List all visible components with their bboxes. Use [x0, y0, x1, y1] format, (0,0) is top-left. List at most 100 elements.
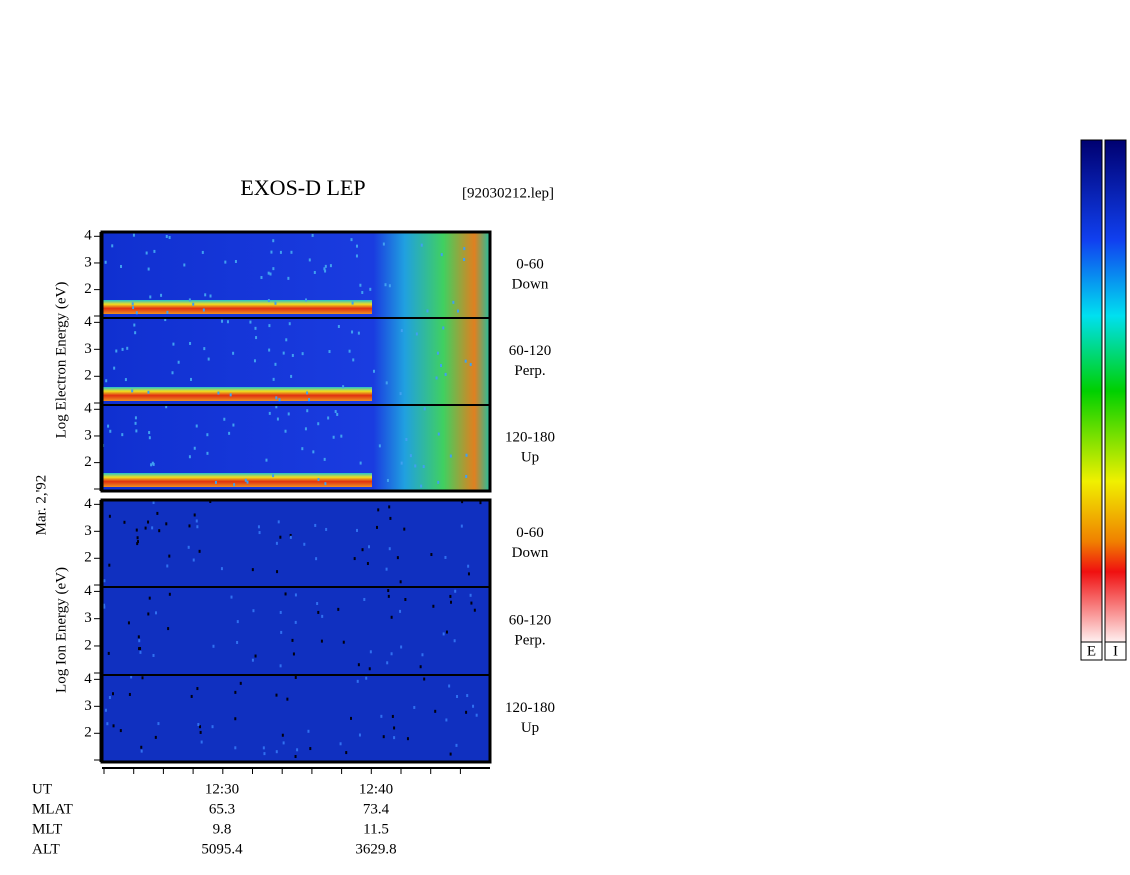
noise: [444, 555, 447, 559]
noise: [294, 620, 297, 624]
noise: [463, 247, 466, 251]
noise: [149, 295, 152, 299]
noise: [290, 250, 293, 254]
noise: [139, 650, 142, 654]
noise: [214, 480, 217, 484]
noise: [306, 409, 309, 413]
noise: [132, 233, 135, 237]
noise: [414, 464, 417, 468]
spectrogram-band: [102, 300, 372, 314]
noise: [262, 746, 265, 750]
noise: [377, 508, 380, 512]
noise: [221, 319, 224, 323]
row-value: 11.5: [363, 821, 389, 837]
noise: [423, 677, 426, 681]
noise: [399, 580, 402, 584]
noise: [124, 378, 127, 382]
panel-label: 0-60: [516, 256, 544, 272]
noise: [236, 640, 239, 644]
noise: [199, 725, 202, 729]
noise: [378, 444, 381, 448]
colorbar-label: E: [1087, 643, 1096, 659]
noise: [232, 423, 235, 427]
noise: [405, 437, 408, 441]
noise: [115, 349, 118, 353]
colorbar-label: I: [1113, 643, 1118, 659]
row-label: MLT: [32, 821, 62, 837]
noise: [365, 676, 368, 680]
noise: [131, 389, 134, 393]
row-value: 3629.8: [355, 841, 396, 857]
noise: [400, 461, 403, 465]
noise: [465, 710, 468, 714]
noise: [348, 349, 351, 353]
noise: [455, 743, 458, 747]
noise: [350, 238, 353, 242]
noise: [267, 271, 270, 275]
noise: [324, 269, 327, 273]
noise: [272, 267, 275, 271]
noise: [187, 545, 190, 549]
title: EXOS-D LEP: [240, 175, 365, 200]
noise: [389, 516, 392, 520]
noise: [317, 422, 320, 426]
row-value: 73.4: [363, 801, 390, 817]
y-tick-label: 2: [84, 368, 92, 384]
noise: [324, 482, 327, 486]
noise: [144, 526, 147, 530]
noise: [188, 524, 191, 528]
noise: [212, 644, 215, 648]
noise: [251, 568, 254, 572]
noise: [442, 632, 445, 636]
noise: [439, 364, 442, 368]
noise: [251, 658, 254, 662]
noise: [232, 351, 235, 355]
noise: [150, 463, 153, 467]
noise: [327, 416, 330, 420]
noise: [199, 730, 202, 734]
noise: [281, 733, 284, 737]
colorbar: [1104, 139, 1127, 643]
colorbar-label-box: [1104, 641, 1127, 661]
panel-label: 0-60: [516, 525, 544, 541]
noise: [355, 254, 358, 258]
noise: [304, 427, 307, 431]
noise: [148, 596, 151, 600]
spectrogram: [102, 500, 490, 762]
y-tick-label: 3: [84, 523, 92, 539]
noise: [279, 250, 282, 254]
noise: [440, 253, 443, 257]
noise: [109, 429, 112, 433]
noise: [277, 520, 280, 524]
panel-sublabel: Perp.: [514, 363, 545, 379]
noise: [289, 535, 292, 539]
noise: [140, 745, 143, 749]
noise: [104, 708, 107, 712]
noise: [453, 639, 456, 643]
noise: [415, 332, 418, 336]
noise: [274, 362, 277, 366]
noise: [120, 264, 123, 268]
noise: [138, 647, 141, 651]
noise: [193, 513, 196, 517]
noise: [285, 338, 288, 342]
noise: [388, 547, 391, 551]
noise: [160, 293, 163, 297]
spectrogram-band: [102, 473, 372, 487]
noise: [340, 434, 343, 438]
noise: [313, 270, 316, 274]
noise: [168, 592, 171, 596]
noise: [470, 601, 473, 605]
noise: [228, 431, 231, 435]
noise: [103, 579, 106, 583]
noise: [148, 436, 151, 440]
noise: [136, 542, 139, 546]
noise: [388, 505, 391, 509]
noise: [135, 528, 138, 532]
noise: [323, 267, 326, 271]
row-value: 12:30: [205, 781, 239, 797]
noise: [287, 276, 290, 280]
noise: [172, 342, 175, 346]
noise: [197, 723, 200, 727]
noise: [108, 514, 111, 518]
